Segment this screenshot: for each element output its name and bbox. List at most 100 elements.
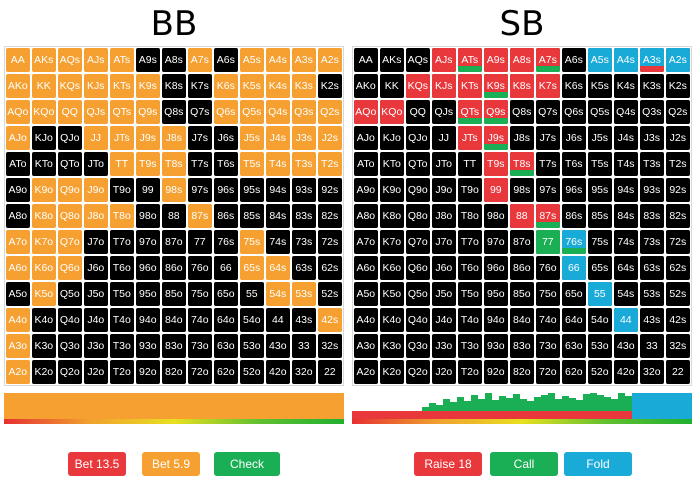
hand-cell-AKo[interactable]: AKo <box>6 74 30 98</box>
hand-cell-42o[interactable]: 42o <box>266 360 290 384</box>
hand-cell-AA[interactable]: AA <box>6 48 30 72</box>
hand-cell-85s[interactable]: 85s <box>588 204 612 228</box>
hand-cell-K8s[interactable]: K8s <box>510 74 534 98</box>
hand-cell-96o[interactable]: 96o <box>484 256 508 280</box>
hand-cell-87o[interactable]: 87o <box>162 230 186 254</box>
hand-cell-93o[interactable]: 93o <box>484 334 508 358</box>
hand-cell-66[interactable]: 66 <box>562 256 586 280</box>
hand-cell-QJo[interactable]: QJo <box>58 126 82 150</box>
hand-cell-65s[interactable]: 65s <box>240 256 264 280</box>
hand-cell-86s[interactable]: 86s <box>214 204 238 228</box>
hand-cell-83s[interactable]: 83s <box>640 204 664 228</box>
hand-cell-K2o[interactable]: K2o <box>380 360 404 384</box>
hand-cell-A9s[interactable]: A9s <box>136 48 160 72</box>
hand-cell-65o[interactable]: 65o <box>562 282 586 306</box>
hand-cell-K3s[interactable]: K3s <box>292 74 316 98</box>
hand-cell-AKs[interactable]: AKs <box>380 48 404 72</box>
hand-cell-K5o[interactable]: K5o <box>32 282 56 306</box>
hand-cell-A9s[interactable]: A9s <box>484 48 508 72</box>
hand-cell-94o[interactable]: 94o <box>136 308 160 332</box>
hand-cell-K4o[interactable]: K4o <box>380 308 404 332</box>
hand-cell-KTo[interactable]: KTo <box>32 152 56 176</box>
hand-cell-Q2s[interactable]: Q2s <box>318 100 342 124</box>
hand-cell-KK[interactable]: KK <box>32 74 56 98</box>
call-button[interactable]: Call <box>490 452 558 476</box>
hand-cell-75o[interactable]: 75o <box>536 282 560 306</box>
hand-cell-Q7o[interactable]: Q7o <box>58 230 82 254</box>
hand-cell-T2o[interactable]: T2o <box>458 360 482 384</box>
hand-cell-T8s[interactable]: T8s <box>510 152 534 176</box>
hand-cell-KJo[interactable]: KJo <box>32 126 56 150</box>
hand-cell-Q3o[interactable]: Q3o <box>406 334 430 358</box>
hand-cell-92o[interactable]: 92o <box>484 360 508 384</box>
hand-cell-J9s[interactable]: J9s <box>136 126 160 150</box>
hand-cell-JJ[interactable]: JJ <box>84 126 108 150</box>
hand-cell-K9o[interactable]: K9o <box>32 178 56 202</box>
hand-cell-92s[interactable]: 92s <box>666 178 690 202</box>
hand-cell-K7s[interactable]: K7s <box>536 74 560 98</box>
hand-cell-74o[interactable]: 74o <box>536 308 560 332</box>
hand-cell-86o[interactable]: 86o <box>510 256 534 280</box>
hand-cell-Q9s[interactable]: Q9s <box>136 100 160 124</box>
hand-cell-K5o[interactable]: K5o <box>380 282 404 306</box>
hand-cell-54o[interactable]: 54o <box>240 308 264 332</box>
hand-cell-KQs[interactable]: KQs <box>406 74 430 98</box>
hand-cell-QJs[interactable]: QJs <box>432 100 456 124</box>
hand-cell-T6s[interactable]: T6s <box>562 152 586 176</box>
hand-cell-J6s[interactable]: J6s <box>562 126 586 150</box>
hand-cell-A9o[interactable]: A9o <box>6 178 30 202</box>
bet-5-9-button[interactable]: Bet 5.9 <box>142 452 200 476</box>
hand-cell-64s[interactable]: 64s <box>266 256 290 280</box>
hand-cell-A9o[interactable]: A9o <box>354 178 378 202</box>
hand-cell-63s[interactable]: 63s <box>640 256 664 280</box>
hand-cell-64o[interactable]: 64o <box>562 308 586 332</box>
hand-cell-82s[interactable]: 82s <box>666 204 690 228</box>
hand-cell-T3s[interactable]: T3s <box>640 152 664 176</box>
hand-cell-83o[interactable]: 83o <box>510 334 534 358</box>
hand-cell-94s[interactable]: 94s <box>614 178 638 202</box>
hand-cell-73s[interactable]: 73s <box>640 230 664 254</box>
hand-cell-Q6s[interactable]: Q6s <box>214 100 238 124</box>
hand-cell-ATo[interactable]: ATo <box>354 152 378 176</box>
hand-cell-J9o[interactable]: J9o <box>432 178 456 202</box>
hand-cell-A2o[interactable]: A2o <box>6 360 30 384</box>
hand-cell-K6s[interactable]: K6s <box>562 74 586 98</box>
hand-cell-J8o[interactable]: J8o <box>84 204 108 228</box>
hand-cell-A8s[interactable]: A8s <box>510 48 534 72</box>
hand-cell-65o[interactable]: 65o <box>214 282 238 306</box>
hand-cell-T4o[interactable]: T4o <box>458 308 482 332</box>
hand-cell-AQs[interactable]: AQs <box>58 48 82 72</box>
hand-cell-J6s[interactable]: J6s <box>214 126 238 150</box>
hand-cell-44[interactable]: 44 <box>614 308 638 332</box>
hand-cell-52s[interactable]: 52s <box>318 282 342 306</box>
hand-cell-J2o[interactable]: J2o <box>84 360 108 384</box>
hand-cell-A4s[interactable]: A4s <box>266 48 290 72</box>
hand-cell-72o[interactable]: 72o <box>536 360 560 384</box>
hand-cell-Q5s[interactable]: Q5s <box>240 100 264 124</box>
hand-cell-T5s[interactable]: T5s <box>240 152 264 176</box>
hand-cell-53s[interactable]: 53s <box>292 282 316 306</box>
hand-cell-52o[interactable]: 52o <box>588 360 612 384</box>
hand-cell-J7o[interactable]: J7o <box>84 230 108 254</box>
hand-cell-QQ[interactable]: QQ <box>406 100 430 124</box>
hand-cell-88[interactable]: 88 <box>162 204 186 228</box>
hand-cell-87s[interactable]: 87s <box>536 204 560 228</box>
hand-cell-AJo[interactable]: AJo <box>6 126 30 150</box>
hand-cell-AQo[interactable]: AQo <box>354 100 378 124</box>
hand-cell-A4o[interactable]: A4o <box>6 308 30 332</box>
hand-cell-T9s[interactable]: T9s <box>136 152 160 176</box>
hand-cell-44[interactable]: 44 <box>266 308 290 332</box>
hand-cell-KTs[interactable]: KTs <box>110 74 134 98</box>
hand-cell-Q4s[interactable]: Q4s <box>614 100 638 124</box>
hand-cell-KTo[interactable]: KTo <box>380 152 404 176</box>
hand-cell-K2o[interactable]: K2o <box>32 360 56 384</box>
hand-cell-QTo[interactable]: QTo <box>58 152 82 176</box>
hand-cell-42o[interactable]: 42o <box>614 360 638 384</box>
hand-cell-22[interactable]: 22 <box>666 360 690 384</box>
hand-cell-T7s[interactable]: T7s <box>536 152 560 176</box>
hand-cell-76o[interactable]: 76o <box>536 256 560 280</box>
hand-cell-T4s[interactable]: T4s <box>614 152 638 176</box>
hand-cell-43o[interactable]: 43o <box>614 334 638 358</box>
hand-cell-T6o[interactable]: T6o <box>110 256 134 280</box>
hand-cell-J4o[interactable]: J4o <box>432 308 456 332</box>
